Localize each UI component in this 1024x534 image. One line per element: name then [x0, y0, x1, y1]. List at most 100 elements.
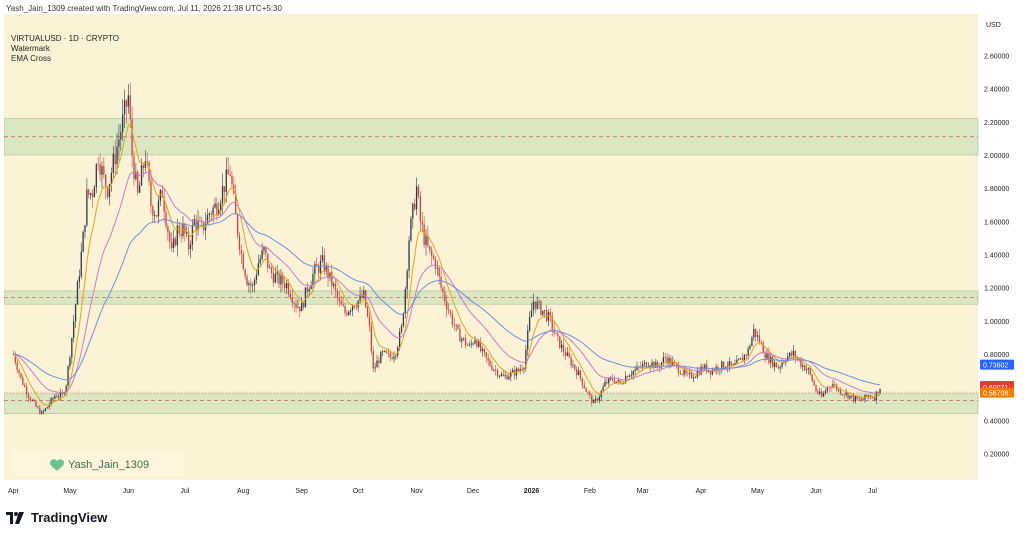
candle-body-24	[57, 396, 60, 398]
candle-body-80	[163, 197, 165, 212]
candle-body-35	[78, 276, 81, 282]
candle-body-22	[54, 395, 56, 399]
price-chart[interactable]: USD0.200000.400000.600000.800001.000001.…	[4, 14, 1016, 501]
candle-body-68	[140, 165, 143, 186]
candle-body-399	[764, 353, 766, 359]
heart-icon	[50, 459, 64, 471]
candle-body-94	[189, 244, 192, 250]
candle-body-71	[146, 161, 148, 163]
candle-body-187	[365, 290, 367, 308]
candle-body-269	[519, 368, 521, 371]
candle-body-420	[804, 365, 806, 371]
candle-body-166	[325, 265, 327, 272]
indicator-ema-cross-label[interactable]: EMA Cross	[11, 54, 52, 63]
candle-body-383	[734, 363, 736, 365]
candle-body-193	[376, 360, 378, 368]
candle-body-415	[794, 350, 796, 358]
candle-body-136	[268, 267, 271, 269]
candle-body-198	[385, 350, 388, 353]
candle-body-233	[451, 313, 454, 325]
candle-body-314	[604, 381, 606, 387]
candle-body-195	[380, 352, 382, 364]
candle-body-223	[432, 255, 435, 259]
candle-body-178	[348, 311, 350, 315]
candle-body-79	[161, 190, 163, 198]
candle-body-11	[33, 400, 35, 402]
candle-body-133	[263, 247, 265, 251]
tradingview-brand[interactable]: TradingView	[6, 510, 107, 525]
candle-body-101	[203, 222, 205, 231]
candle-body-83	[169, 232, 171, 243]
candle-body-369	[707, 370, 710, 372]
candle-body-339	[651, 362, 653, 366]
candle-body-138	[272, 273, 275, 283]
candle-body-279	[538, 301, 540, 303]
candle-body-172	[336, 290, 339, 298]
candle-body-390	[747, 348, 749, 356]
candle-body-389	[745, 354, 747, 356]
candle-body-423	[809, 368, 811, 375]
candle-body-229	[444, 292, 446, 302]
chart-attribution: Yash_Jain_1309 created with TradingView.…	[6, 4, 282, 13]
candle-body-188	[366, 307, 369, 317]
candle-body-270	[521, 368, 523, 370]
candle-body-102	[204, 224, 207, 231]
candle-body-13	[37, 406, 39, 408]
price-axis[interactable]: USD0.200000.400000.600000.800001.000001.…	[980, 22, 1014, 458]
candle-body-447	[854, 396, 857, 402]
candle-body-419	[802, 365, 804, 367]
candle-body-256	[495, 369, 497, 371]
candle-body-76	[155, 215, 158, 217]
price-tick-label: 1.00000	[984, 319, 1009, 326]
candle-body-141	[278, 272, 280, 285]
candle-body-362	[694, 377, 697, 378]
candle-body-82	[167, 226, 169, 233]
candle-body-156	[306, 287, 308, 292]
candle-body-200	[389, 353, 391, 358]
candle-body-244	[472, 343, 474, 345]
chart-area[interactable]: USD0.200000.400000.600000.800001.000001.…	[4, 14, 1016, 501]
candle-body-434	[830, 387, 832, 389]
candle-body-263	[508, 376, 510, 380]
candle-body-63	[131, 119, 133, 157]
candle-body-293	[564, 352, 567, 356]
candle-body-456	[871, 397, 874, 399]
candle-body-163	[319, 260, 322, 273]
candle-body-313	[602, 386, 604, 391]
candle-body-309	[594, 398, 597, 401]
time-axis[interactable]: Apr May Jun Jul Aug Sep Oct Nov Dec 2026 Feb Mar Apr…	[8, 488, 877, 495]
candle-body-408	[781, 363, 783, 367]
candle-body-321	[617, 380, 619, 382]
candle-body-58	[122, 114, 124, 133]
candle-body-306	[589, 392, 591, 396]
candle-body-379	[726, 366, 729, 368]
candle-body-159	[312, 274, 314, 286]
candle-body-29	[67, 366, 69, 386]
candle-body-179	[349, 310, 352, 312]
candle-body-132	[261, 250, 263, 259]
candle-body-220	[427, 235, 429, 246]
candle-body-38	[84, 225, 86, 232]
candle-body-450	[860, 398, 862, 401]
candle-body-289	[557, 333, 559, 337]
candle-body-323	[621, 383, 623, 384]
candle-body-401	[768, 352, 770, 363]
candle-body-184	[359, 294, 361, 301]
candle-body-134	[265, 247, 267, 254]
candle-body-93	[187, 232, 190, 250]
indicator-watermark-label[interactable]: Watermark	[11, 44, 50, 53]
price-tick-label: 1.60000	[984, 219, 1009, 226]
candle-body-126	[250, 283, 252, 286]
candle-body-69	[142, 165, 145, 168]
candle-body-243	[470, 343, 472, 345]
candle-body-45	[97, 164, 99, 166]
candle-body-59	[123, 100, 126, 115]
candle-body-162	[317, 266, 320, 273]
candle-body-257	[496, 370, 499, 377]
price-tick-label: 1.40000	[984, 252, 1009, 259]
candle-body-363	[696, 371, 698, 378]
candle-body-43	[93, 187, 96, 198]
candle-body-356	[683, 369, 685, 375]
candle-body-152	[299, 306, 301, 312]
time-tick-label: Dec	[467, 488, 480, 495]
